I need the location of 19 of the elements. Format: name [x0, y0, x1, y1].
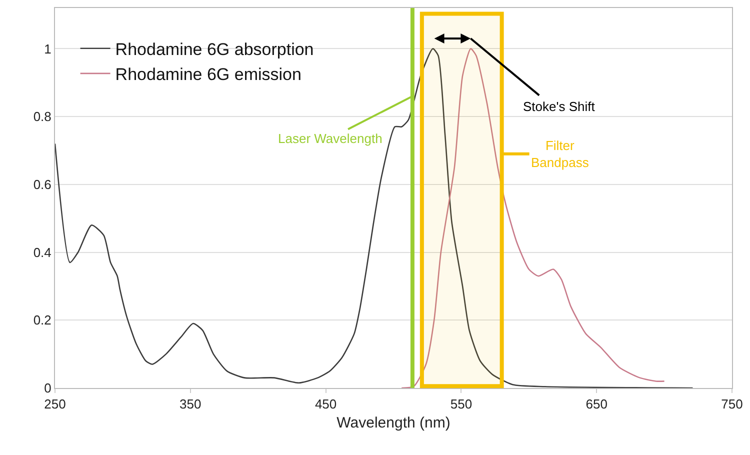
x-tick-label: 550 [450, 396, 472, 412]
x-tick-label: 450 [314, 396, 337, 412]
y-tick-label: 1 [44, 41, 52, 56]
y-tick-label: 0.8 [33, 109, 52, 124]
x-axis-title: Wavelength (nm) [336, 414, 450, 432]
x-tick-label: 250 [44, 396, 66, 412]
ref-line-label: Laser Wavelength [278, 131, 382, 146]
x-tick-label: 750 [721, 396, 743, 412]
x-tick-label: 350 [180, 396, 202, 412]
y-tick-label: 0.4 [33, 244, 52, 260]
legend-label: Rhodamine 6G absorption [115, 40, 314, 59]
band-label: Filter Bandpass [531, 138, 590, 170]
legend-label: Rhodamine 6G emission [115, 65, 302, 84]
annotation: Stoke's Shift [523, 99, 596, 114]
y-tick-label: 0 [44, 380, 52, 396]
y-tick-label: 0.6 [33, 176, 52, 192]
x-tick-label: 650 [586, 396, 608, 412]
y-tick-label: 0.2 [33, 312, 52, 328]
line-series [400, 48, 665, 388]
